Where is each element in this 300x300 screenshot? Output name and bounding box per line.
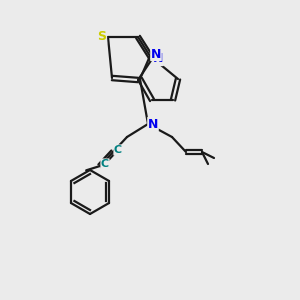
Text: S: S [98,31,106,44]
Text: N: N [153,52,163,65]
Text: N: N [151,47,161,61]
Text: C: C [101,159,109,169]
Text: C: C [114,145,122,155]
Text: N: N [148,118,158,130]
